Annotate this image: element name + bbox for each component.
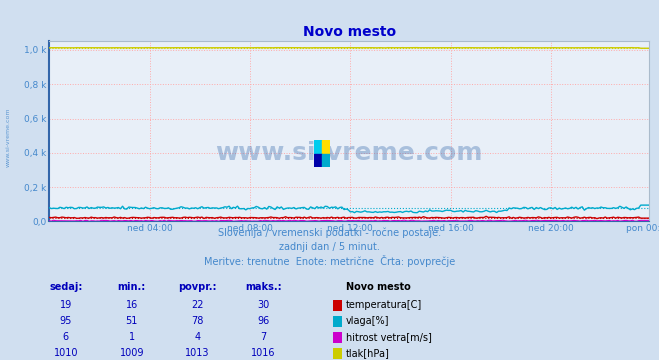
Text: 78: 78 [192, 316, 204, 326]
Text: www.si-vreme.com: www.si-vreme.com [5, 107, 11, 167]
Text: hitrost vetra[m/s]: hitrost vetra[m/s] [346, 332, 432, 342]
Text: 95: 95 [60, 316, 72, 326]
Text: Meritve: trenutne  Enote: metrične  Črta: povprečje: Meritve: trenutne Enote: metrične Črta: … [204, 255, 455, 267]
Text: 30: 30 [258, 300, 270, 310]
Text: 7: 7 [260, 332, 267, 342]
Bar [322, 140, 330, 154]
Text: povpr.:: povpr.: [179, 282, 217, 292]
Text: 1010: 1010 [53, 348, 78, 359]
Text: 51: 51 [126, 316, 138, 326]
Text: www.si-vreme.com: www.si-vreme.com [215, 141, 483, 165]
Text: 6: 6 [63, 332, 69, 342]
Text: 1009: 1009 [119, 348, 144, 359]
Text: 22: 22 [192, 300, 204, 310]
Bar [314, 154, 322, 167]
Text: Novo mesto: Novo mesto [346, 282, 411, 292]
Text: 1016: 1016 [251, 348, 276, 359]
Text: tlak[hPa]: tlak[hPa] [346, 348, 390, 359]
Text: 96: 96 [258, 316, 270, 326]
Text: sedaj:: sedaj: [49, 282, 82, 292]
Text: 4: 4 [194, 332, 201, 342]
Title: Novo mesto: Novo mesto [302, 25, 396, 39]
Text: 16: 16 [126, 300, 138, 310]
Bar [322, 154, 330, 167]
Bar [314, 140, 322, 154]
Text: temperatura[C]: temperatura[C] [346, 300, 422, 310]
Text: zadnji dan / 5 minut.: zadnji dan / 5 minut. [279, 242, 380, 252]
Text: 1013: 1013 [185, 348, 210, 359]
Text: min.:: min.: [118, 282, 146, 292]
Text: 19: 19 [60, 300, 72, 310]
Text: vlaga[%]: vlaga[%] [346, 316, 389, 326]
Text: Slovenija / vremenski podatki - ročne postaje.: Slovenija / vremenski podatki - ročne po… [218, 227, 441, 238]
Text: 1: 1 [129, 332, 135, 342]
Text: maks.:: maks.: [245, 282, 282, 292]
